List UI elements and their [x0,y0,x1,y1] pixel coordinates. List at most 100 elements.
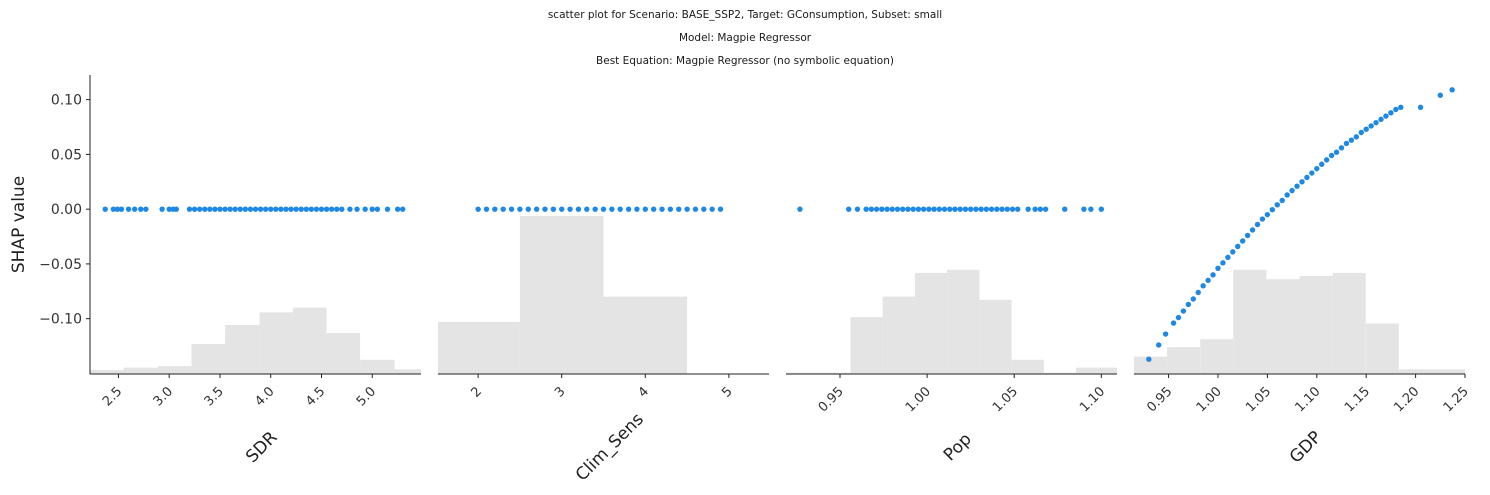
histogram-bar-pop [947,269,980,374]
data-point-gdp [1259,216,1266,222]
data-point-gdp [1294,183,1300,189]
data-point-gdp [1358,129,1364,136]
histogram-bar-gdp [1233,269,1267,374]
data-point-pop [889,206,895,212]
data-point-pop [988,206,995,212]
data-point-sdr [278,206,284,212]
data-point-clim-sens [508,206,515,212]
data-point-pop [1098,206,1105,212]
data-point-sdr [212,206,218,212]
x-tick-label-pop: 1.10 [1077,384,1108,415]
data-point-sdr [232,206,238,212]
data-point-clim-sens [625,206,632,212]
data-point-sdr [131,206,138,212]
data-point-gdp [1205,277,1211,284]
data-point-sdr [202,206,208,212]
data-point-gdp [1304,174,1310,181]
data-point-pop [1037,206,1044,212]
data-point-pop [900,206,906,212]
data-point-clim-sens [592,206,598,212]
data-point-gdp [1274,202,1280,208]
data-point-clim-sens [600,206,607,212]
histogram-bar-gdp [1332,272,1366,374]
histogram-bar-gdp [1365,323,1399,374]
data-point-clim-sens [650,206,657,212]
data-point-pop [884,206,890,212]
data-point-sdr [328,206,335,212]
data-point-gdp [1333,149,1340,155]
data-point-clim-sens [559,206,565,212]
data-point-pop [1042,206,1049,212]
data-point-gdp [1225,254,1231,261]
data-point-gdp [1180,308,1187,314]
data-point-clim-sens [525,206,531,212]
data-point-sdr [303,206,309,212]
data-point-gdp [1309,170,1315,176]
data-point-sdr [138,206,144,212]
data-point-gdp [1220,260,1226,266]
data-point-gdp [1319,161,1325,167]
data-point-sdr [114,206,121,212]
data-point-gdp [1249,227,1256,233]
data-point-gdp [1383,113,1389,119]
data-point-gdp [1417,104,1424,111]
x-tick-label-sdr: 4.5 [303,384,328,409]
title-line-2: Model: Magpie Regressor [678,32,812,44]
data-point-sdr [369,206,375,212]
data-point-sdr [217,206,223,212]
data-point-gdp [1210,272,1216,278]
x-tick-label-sdr: 4.0 [252,384,277,409]
x-tick-label-gdp: 1.10 [1293,384,1324,415]
data-point-clim-sens [692,206,699,212]
data-point-pop [957,206,963,212]
data-point-sdr [237,206,243,212]
data-point-gdp [1323,157,1330,163]
data-point-gdp [1254,221,1261,228]
histogram-bar-sdr [191,343,226,374]
y-axis-label: SHAP value [9,176,29,273]
histogram-bar-gdp [1200,339,1234,374]
data-point-sdr [262,206,269,212]
data-point-sdr [159,206,165,212]
data-point-pop [920,206,927,212]
data-point-pop [941,206,948,212]
data-point-gdp [1373,119,1379,126]
data-point-clim-sens [550,206,557,212]
data-point-gdp [1239,238,1246,244]
data-point-sdr [298,206,304,212]
data-point-sdr [293,206,299,212]
data-point-pop [978,206,984,212]
data-point-gdp [1348,137,1355,143]
data-point-sdr [308,206,315,212]
x-tick-label-clim-sens: 4 [636,384,652,400]
x-tick-label-clim-sens: 5 [719,384,735,400]
data-point-pop [915,206,922,212]
x-axis-label-gdp: GDP [1286,427,1326,467]
data-point-sdr [323,206,330,212]
data-point-sdr [268,206,274,212]
data-point-pop [797,206,803,212]
x-tick-label-sdr: 3.5 [202,384,227,409]
data-point-sdr [318,206,325,212]
data-point-sdr [242,206,249,212]
title-line-1: scatter plot for Scenario: BASE_SSP2, Ta… [547,9,943,21]
data-point-pop [1062,206,1068,212]
x-tick-label-gdp: 1.00 [1194,384,1225,415]
histogram-bar-pop [818,372,851,374]
data-point-pop [983,206,990,212]
histogram-bar-pop [786,372,819,374]
data-point-sdr [283,206,289,212]
data-point-sdr [252,206,259,212]
histogram-bar-gdp [1134,356,1168,374]
data-point-gdp [1175,314,1182,321]
data-point-pop [910,206,916,212]
data-point-pop [894,206,901,212]
histogram-bar-pop [850,317,883,374]
x-tick-label-sdr: 3.0 [151,384,176,409]
histogram-bar-pop [1043,372,1077,374]
data-point-sdr [186,206,193,212]
data-point-gdp [1190,296,1196,302]
data-point-gdp [1437,92,1443,98]
data-point-sdr [288,206,294,212]
data-point-sdr [362,206,368,212]
